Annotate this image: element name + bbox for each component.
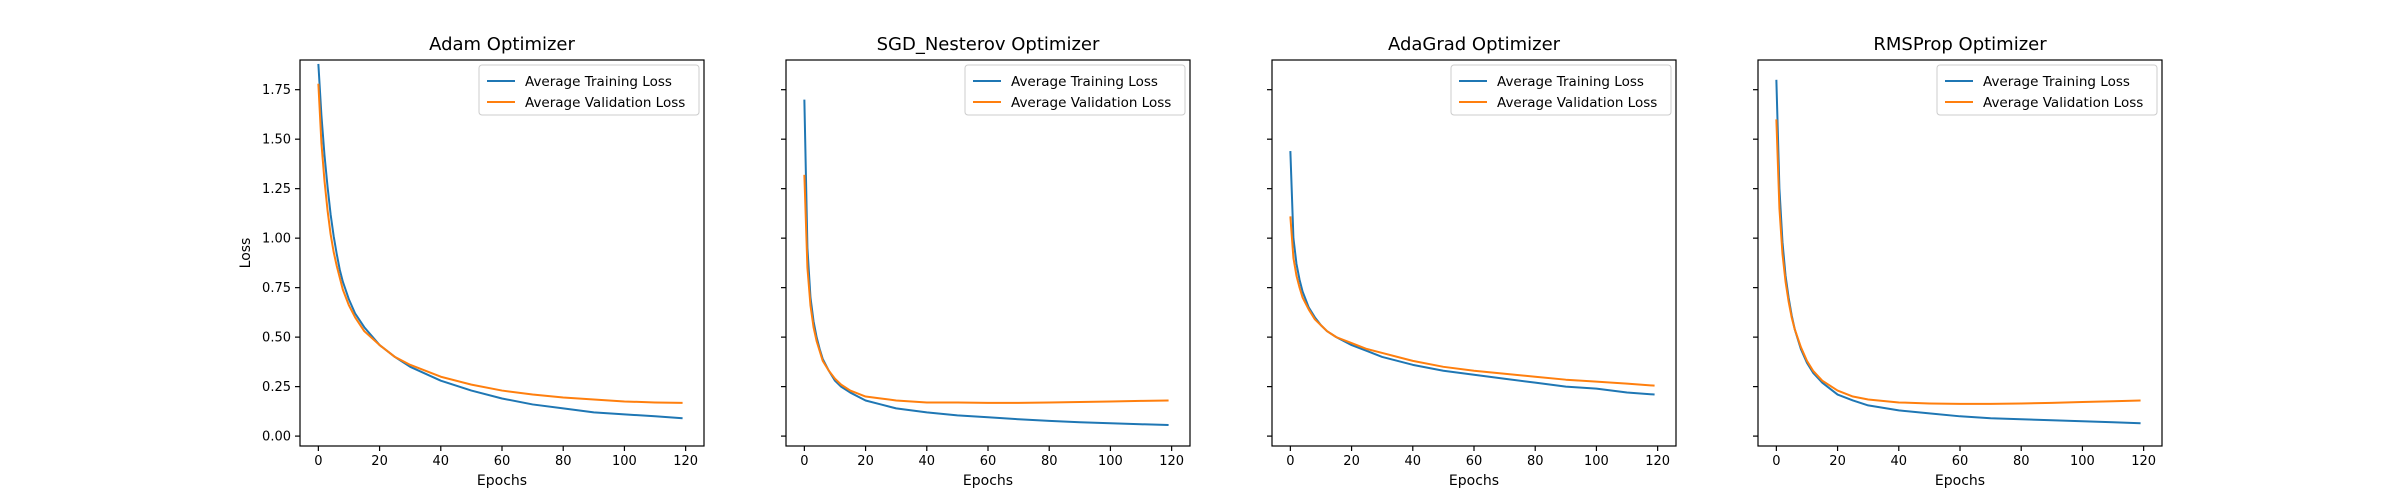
subplot-panels: Adam Optimizer 0 20 40 60 80 100 120 0.00 0.25 0.5… <box>238 34 2163 489</box>
y-tick-label: 1.00 <box>262 232 291 247</box>
series-line-validation <box>317 83 683 404</box>
x-tick-label: 120 <box>1159 454 1184 469</box>
x-tick-label: 20 <box>857 454 874 469</box>
legend-label: Average Validation Loss <box>525 95 685 111</box>
legend-box <box>1936 64 2158 116</box>
legend-label: Average Training Loss <box>1983 74 2130 90</box>
x-axis-label: Epochs <box>963 473 1013 489</box>
x-tick-label: 20 <box>1829 454 1846 469</box>
legend: Average Training Loss Average Validation … <box>1450 64 1672 116</box>
x-axis-label: Epochs <box>1449 473 1499 489</box>
x-tick-label: 80 <box>2013 454 2030 469</box>
x-tick-label: 0 <box>1772 454 1780 469</box>
legend-box <box>1450 64 1672 116</box>
y-tick-label: 0.50 <box>262 331 291 346</box>
legend: Average Training Loss Average Validation … <box>478 64 700 116</box>
x-tick-label: 80 <box>1527 454 1544 469</box>
x-tick-label: 40 <box>1405 454 1422 469</box>
series-line-training <box>317 63 683 420</box>
x-axis-label: Epochs <box>1935 473 1985 489</box>
subplot-title: SGD_Nesterov Optimizer <box>877 34 1100 55</box>
series-line-validation <box>1289 216 1655 387</box>
x-tick-label: 60 <box>980 454 997 469</box>
x-tick-label: 120 <box>673 454 698 469</box>
legend-label: Average Training Loss <box>1497 74 1644 90</box>
x-axis-label: Epochs <box>477 473 527 489</box>
subplot-4: RMSProp Optimizer 0 20 40 60 80 100 120 Epochs Av… <box>1753 34 2163 489</box>
legend: Average Training Loss Average Validation … <box>1936 64 2158 116</box>
series-line-training <box>1289 151 1655 396</box>
x-tick-label: 20 <box>371 454 388 469</box>
legend: Average Training Loss Average Validation … <box>964 64 1186 116</box>
legend-label: Average Training Loss <box>525 74 672 90</box>
x-tick-label: 120 <box>2131 454 2156 469</box>
x-tick-label: 40 <box>919 454 936 469</box>
y-axis-label: Loss <box>238 238 254 269</box>
x-tick-label: 40 <box>1891 454 1908 469</box>
x-tick-label: 120 <box>1645 454 1670 469</box>
subplot-3: AdaGrad Optimizer 0 20 40 60 80 100 120 Epochs Av… <box>1267 34 1677 489</box>
x-tick-label: 0 <box>314 454 322 469</box>
legend-label: Average Validation Loss <box>1983 95 2143 111</box>
y-tick-label: 1.25 <box>262 182 291 197</box>
x-tick-label: 0 <box>1286 454 1294 469</box>
x-tick-label: 0 <box>800 454 808 469</box>
legend-label: Average Validation Loss <box>1497 95 1657 111</box>
subplot-title: AdaGrad Optimizer <box>1388 34 1561 55</box>
legend-label: Average Training Loss <box>1011 74 1158 90</box>
x-tick-label: 60 <box>1952 454 1969 469</box>
x-tick-label: 100 <box>612 454 637 469</box>
x-tick-label: 80 <box>1041 454 1058 469</box>
legend-box <box>478 64 700 116</box>
x-tick-label: 20 <box>1343 454 1360 469</box>
y-tick-label: 0.25 <box>262 380 291 395</box>
subplot-1: Adam Optimizer 0 20 40 60 80 100 120 0.00 0.25 0.5… <box>238 34 705 489</box>
subplot-title: Adam Optimizer <box>429 34 575 55</box>
x-tick-label: 60 <box>494 454 511 469</box>
legend-label: Average Validation Loss <box>1011 95 1171 111</box>
x-tick-label: 60 <box>1466 454 1483 469</box>
y-tick-label: 1.50 <box>262 133 291 148</box>
series-line-validation <box>1775 119 2141 405</box>
subplot-title: RMSProp Optimizer <box>1873 34 2047 55</box>
x-tick-label: 80 <box>555 454 572 469</box>
x-tick-label: 40 <box>433 454 450 469</box>
x-tick-label: 100 <box>2070 454 2095 469</box>
legend-box <box>964 64 1186 116</box>
subplot-2: SGD_Nesterov Optimizer 0 20 40 60 80 100 120 Epo… <box>781 34 1191 489</box>
series-line-validation <box>803 174 1169 404</box>
x-tick-label: 100 <box>1098 454 1123 469</box>
y-tick-label: 0.75 <box>262 281 291 296</box>
x-tick-label: 100 <box>1584 454 1609 469</box>
y-tick-label: 0.00 <box>262 430 291 445</box>
y-tick-label: 1.75 <box>262 83 291 98</box>
